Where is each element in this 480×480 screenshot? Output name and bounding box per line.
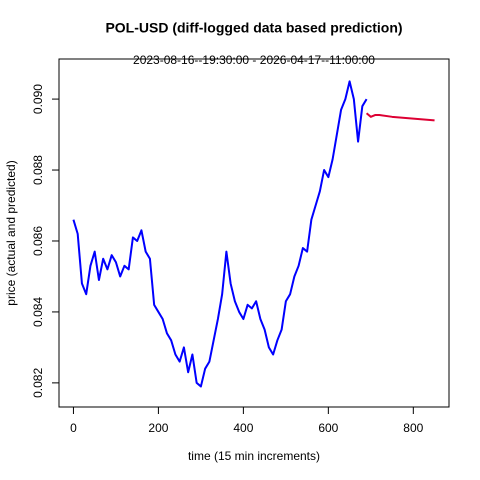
- chart-subtitle: 2023-08-16--19:30:00 - 2026-04-17--11:00…: [133, 53, 375, 67]
- x-tick-label: 800: [403, 421, 423, 435]
- x-tick-label: 400: [233, 421, 253, 435]
- y-tick-label: 0.086: [31, 226, 45, 256]
- x-tick-label: 200: [148, 421, 168, 435]
- plot-frame: [58, 58, 450, 408]
- x-tick-label: 0: [70, 421, 77, 435]
- chart-title: POL-USD (diff-logged data based predicti…: [105, 20, 402, 36]
- y-tick-label: 0.090: [31, 84, 45, 114]
- series-line: [72, 80, 368, 388]
- y-tick-label: 0.082: [31, 368, 45, 398]
- y-axis-label: price (actual and predicted): [4, 160, 18, 305]
- x-axis-label: time (15 min increments): [188, 449, 320, 463]
- y-tick-label: 0.084: [31, 297, 45, 327]
- y-tick-label: 0.088: [31, 155, 45, 185]
- series-line: [365, 112, 435, 122]
- x-tick-label: 600: [318, 421, 338, 435]
